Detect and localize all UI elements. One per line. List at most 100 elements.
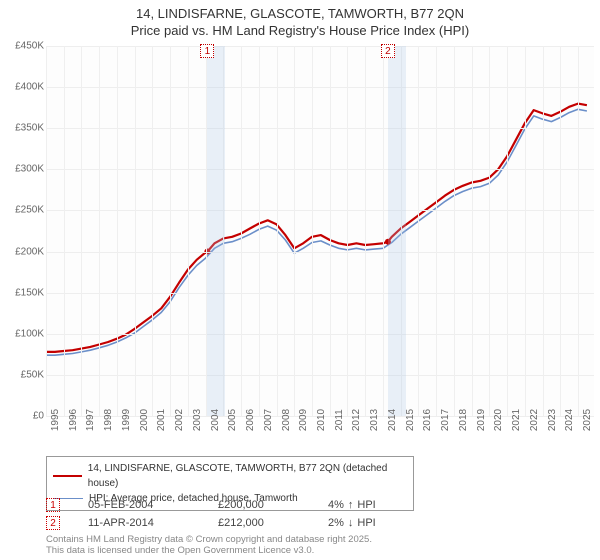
series-property [46,104,587,352]
chart-title: 14, LINDISFARNE, GLASCOTE, TAMWORTH, B77… [0,0,600,40]
x-gridline [418,46,419,416]
x-tick-label: 2025 [582,409,593,431]
x-gridline [99,46,100,416]
x-gridline [454,46,455,416]
sale-index-badge: 1 [46,498,60,512]
x-gridline [46,46,47,416]
footer-attribution: Contains HM Land Registry data © Crown c… [46,534,372,557]
x-tick-label: 1996 [68,409,79,431]
sale-date: 05-FEB-2004 [88,499,218,511]
x-gridline [507,46,508,416]
x-gridline [117,46,118,416]
x-tick-label: 2002 [174,409,185,431]
x-tick-label: 2006 [245,409,256,431]
x-tick-label: 2004 [210,409,221,431]
y-gridline [46,169,594,170]
y-gridline [46,128,594,129]
x-gridline [81,46,82,416]
sale-delta-vs: HPI [357,499,375,511]
x-tick-label: 2018 [458,409,469,431]
y-tick-label: £100K [0,328,44,339]
sale-date: 11-APR-2014 [88,517,218,529]
x-tick-label: 2017 [440,409,451,431]
x-gridline [489,46,490,416]
sale-row: 2 11-APR-2014£212,0002% HPI [46,514,438,532]
x-gridline [312,46,313,416]
x-tick-label: 2009 [298,409,309,431]
x-tick-label: 1997 [85,409,96,431]
x-gridline [152,46,153,416]
x-gridline [170,46,171,416]
x-gridline [241,46,242,416]
x-gridline [578,46,579,416]
title-line-2: Price paid vs. HM Land Registry's House … [0,23,600,40]
x-tick-label: 2007 [263,409,274,431]
sale-price: £200,000 [218,499,328,511]
x-tick-label: 2012 [351,409,362,431]
x-tick-label: 2022 [529,409,540,431]
x-gridline [259,46,260,416]
x-gridline [365,46,366,416]
y-tick-label: £400K [0,82,44,93]
sale-delta-pct: 2% [328,517,344,529]
y-gridline [46,87,594,88]
sale-delta: 2% HPI [328,517,438,529]
x-tick-label: 2015 [405,409,416,431]
x-gridline [347,46,348,416]
x-tick-label: 2008 [281,409,292,431]
sale-delta: 4% HPI [328,499,438,511]
y-tick-label: £300K [0,164,44,175]
x-gridline [64,46,65,416]
y-gridline [46,293,594,294]
x-tick-label: 2001 [156,409,167,431]
sale-marker-label: 1 [200,44,214,58]
sale-index-badge: 2 [46,516,60,530]
chart-svg [46,46,594,416]
y-gridline [46,210,594,211]
y-tick-label: £450K [0,41,44,52]
x-gridline [472,46,473,416]
x-tick-label: 2005 [227,409,238,431]
sale-delta-vs: HPI [357,517,375,529]
title-line-1: 14, LINDISFARNE, GLASCOTE, TAMWORTH, B77… [0,6,600,23]
x-gridline [436,46,437,416]
y-gridline [46,252,594,253]
series-hpi [46,109,587,355]
legend-item: 14, LINDISFARNE, GLASCOTE, TAMWORTH, B77… [53,461,407,491]
x-gridline [560,46,561,416]
x-tick-label: 2003 [192,409,203,431]
x-tick-label: 2023 [547,409,558,431]
y-tick-label: £50K [0,369,44,380]
x-tick-label: 2011 [334,409,345,431]
x-gridline [330,46,331,416]
x-tick-label: 1999 [121,409,132,431]
y-tick-label: £0 [0,411,44,422]
sale-marker-label: 2 [381,44,395,58]
y-tick-label: £200K [0,246,44,257]
y-gridline [46,375,594,376]
sale-price: £212,000 [218,517,328,529]
footer-line-2: This data is licensed under the Open Gov… [46,545,372,556]
x-tick-label: 1998 [103,409,114,431]
footer-line-1: Contains HM Land Registry data © Crown c… [46,534,372,545]
shaded-band [388,46,406,416]
y-tick-label: £250K [0,205,44,216]
x-gridline [188,46,189,416]
x-tick-label: 2021 [511,409,522,431]
y-gridline [46,334,594,335]
x-tick-label: 2016 [422,409,433,431]
chart-plot-area: 12 [46,46,594,416]
arrow-down-icon [348,517,354,529]
x-tick-label: 2010 [316,409,327,431]
y-tick-label: £350K [0,123,44,134]
legend-label: 14, LINDISFARNE, GLASCOTE, TAMWORTH, B77… [88,461,407,491]
sale-delta-pct: 4% [328,499,344,511]
x-gridline [135,46,136,416]
x-gridline [277,46,278,416]
x-tick-label: 2020 [493,409,504,431]
x-tick-label: 2014 [387,409,398,431]
sales-table: 1 05-FEB-2004£200,0004% HPI 2 11-APR-2014£21… [46,496,438,532]
x-gridline [525,46,526,416]
x-gridline [543,46,544,416]
x-tick-label: 2013 [369,409,380,431]
